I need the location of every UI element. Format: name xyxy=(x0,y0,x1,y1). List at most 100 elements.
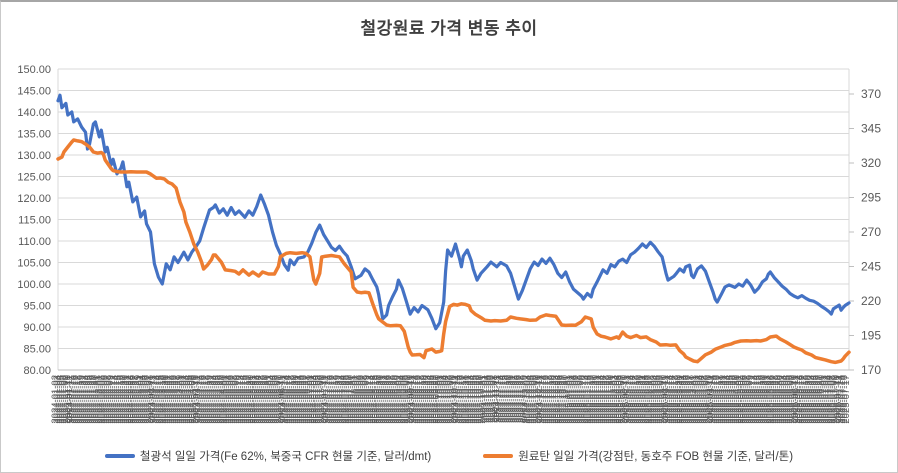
svg-text:2024-05-14: 2024-05-14 xyxy=(237,375,248,424)
svg-text:2024-07-02: 2024-07-02 xyxy=(306,375,317,424)
svg-text:95.00: 95.00 xyxy=(23,301,51,313)
svg-text:2024-06-03: 2024-06-03 xyxy=(264,375,275,424)
svg-text:2024-02-16: 2024-02-16 xyxy=(115,375,126,424)
svg-text:2025-04-02: 2025-04-02 xyxy=(691,375,702,424)
svg-text:2025-05-06: 2025-05-06 xyxy=(739,375,750,424)
svg-text:2025-07-11: 2025-07-11 xyxy=(833,375,844,423)
svg-text:2024-01-11: 2024-01-11 xyxy=(64,375,75,423)
svg-text:2025-06-11: 2025-06-11 xyxy=(790,375,801,423)
svg-text:2024-08-09: 2024-08-09 xyxy=(361,375,372,424)
svg-text:2024-12-09: 2024-12-09 xyxy=(530,375,541,424)
svg-text:2024-07-24: 2024-07-24 xyxy=(337,375,348,424)
svg-text:2025-07-01: 2025-07-01 xyxy=(817,375,828,424)
svg-text:2024-07-17: 2024-07-17 xyxy=(327,375,338,424)
svg-text:2025-04-10: 2025-04-10 xyxy=(703,375,714,424)
svg-text:110.00: 110.00 xyxy=(18,236,51,248)
iron-ore-line-swatch xyxy=(104,454,135,458)
svg-text:2024-12-16: 2024-12-16 xyxy=(540,375,551,424)
svg-text:2024-11-13: 2024-11-13 xyxy=(495,375,506,423)
svg-text:2024-09-12: 2024-09-12 xyxy=(408,375,419,424)
svg-text:270: 270 xyxy=(861,225,881,239)
svg-text:2025-05-05: 2025-05-05 xyxy=(737,375,748,424)
svg-text:2025-02-20: 2025-02-20 xyxy=(634,375,645,424)
svg-text:2024-01-25: 2024-01-25 xyxy=(83,375,94,424)
svg-text:2024-10-29: 2024-10-29 xyxy=(473,375,484,424)
svg-text:2025-01-20: 2025-01-20 xyxy=(589,375,600,424)
svg-text:2024-07-05: 2024-07-05 xyxy=(312,375,323,424)
svg-text:2025-01-17: 2025-01-17 xyxy=(587,375,598,424)
svg-text:2024-10-14: 2024-10-14 xyxy=(451,375,462,424)
svg-text:2024-11-20: 2024-11-20 xyxy=(505,375,516,423)
svg-text:2024-05-20: 2024-05-20 xyxy=(245,375,256,424)
svg-text:2024-08-23: 2024-08-23 xyxy=(381,375,392,424)
svg-text:2024-03-25: 2024-03-25 xyxy=(166,375,177,424)
svg-text:2024-03-26: 2024-03-26 xyxy=(168,375,179,424)
svg-text:2025-06-19: 2025-06-19 xyxy=(802,375,813,424)
svg-text:2024-09-23: 2024-09-23 xyxy=(422,375,433,424)
svg-text:2024-10-17: 2024-10-17 xyxy=(457,375,468,424)
svg-text:2025-05-14: 2025-05-14 xyxy=(750,375,761,424)
svg-text:130.00: 130.00 xyxy=(17,150,51,162)
svg-text:2024-05-08: 2024-05-08 xyxy=(229,375,240,424)
svg-text:2025-06-25: 2025-06-25 xyxy=(810,375,821,424)
svg-text:2025-04-03: 2025-04-03 xyxy=(693,375,704,424)
svg-text:2024-04-29: 2024-04-29 xyxy=(215,375,226,424)
svg-text:2025-01-21: 2025-01-21 xyxy=(591,375,602,424)
svg-text:2025-05-07: 2025-05-07 xyxy=(741,375,752,424)
svg-text:2025-06-13: 2025-06-13 xyxy=(794,375,805,424)
svg-text:2024-02-13: 2024-02-13 xyxy=(109,375,120,424)
svg-text:2025-03-14: 2025-03-14 xyxy=(666,375,677,424)
svg-text:2025-01-16: 2025-01-16 xyxy=(585,375,596,424)
svg-text:2024-08-06: 2024-08-06 xyxy=(355,375,366,424)
svg-text:2024-04-18: 2024-04-18 xyxy=(202,375,213,424)
svg-text:2024-06-21: 2024-06-21 xyxy=(292,375,303,424)
svg-text:2024-01-17: 2024-01-17 xyxy=(72,375,83,424)
svg-text:100.00: 100.00 xyxy=(17,279,51,291)
svg-text:2024-09-05: 2024-09-05 xyxy=(398,375,409,424)
svg-text:2024-12-18: 2024-12-18 xyxy=(544,375,555,424)
svg-text:2024-08-14: 2024-08-14 xyxy=(367,375,378,424)
svg-text:2024-03-21: 2024-03-21 xyxy=(162,375,173,424)
svg-text:2024-02-20: 2024-02-20 xyxy=(119,375,130,424)
svg-text:2025-04-15: 2025-04-15 xyxy=(709,375,720,424)
svg-text:120.00: 120.00 xyxy=(17,193,51,205)
svg-text:2024-06-13: 2024-06-13 xyxy=(280,375,291,424)
svg-text:2024-05-16: 2024-05-16 xyxy=(241,375,252,424)
svg-text:2025-01-09: 2025-01-09 xyxy=(575,375,586,424)
svg-text:2024-07-25: 2024-07-25 xyxy=(339,375,350,424)
svg-text:2025-06-06: 2025-06-06 xyxy=(784,375,795,424)
svg-text:2024-05-31: 2024-05-31 xyxy=(263,375,274,424)
svg-text:2024-06-14: 2024-06-14 xyxy=(282,375,293,424)
svg-text:2024-07-03: 2024-07-03 xyxy=(308,375,319,424)
svg-text:2024-04-15: 2024-04-15 xyxy=(196,375,207,424)
svg-text:2024-05-30: 2024-05-30 xyxy=(261,375,272,424)
svg-text:2024-02-12: 2024-02-12 xyxy=(107,375,118,424)
svg-text:2024-04-11: 2024-04-11 xyxy=(192,375,203,423)
svg-text:2025-02-07: 2025-02-07 xyxy=(617,375,628,424)
svg-text:2024-10-02: 2024-10-02 xyxy=(436,375,447,424)
svg-text:2025-05-23: 2025-05-23 xyxy=(764,375,775,424)
svg-text:2025-03-27: 2025-03-27 xyxy=(684,375,695,424)
svg-text:2025-03-25: 2025-03-25 xyxy=(680,375,691,424)
svg-text:2024-05-22: 2024-05-22 xyxy=(249,375,260,424)
svg-text:2025-02-28: 2025-02-28 xyxy=(646,375,657,424)
svg-text:2024-10-18: 2024-10-18 xyxy=(459,375,470,424)
svg-text:2025-03-07: 2025-03-07 xyxy=(656,375,667,424)
svg-text:2024-04-02: 2024-04-02 xyxy=(178,375,189,424)
svg-text:2024-05-03: 2024-05-03 xyxy=(223,375,234,424)
svg-text:2025-05-21: 2025-05-21 xyxy=(760,375,771,424)
svg-text:2024-09-06: 2024-09-06 xyxy=(400,375,411,424)
svg-text:2024-11-04: 2024-11-04 xyxy=(481,375,492,423)
svg-text:2024-12-26: 2024-12-26 xyxy=(556,375,567,424)
svg-text:2024-08-05: 2024-08-05 xyxy=(353,375,364,424)
svg-text:2024-10-09: 2024-10-09 xyxy=(446,375,457,424)
svg-text:2024-03-01: 2024-03-01 xyxy=(135,375,146,424)
svg-text:2025-01-15: 2025-01-15 xyxy=(583,375,594,424)
svg-text:2024-01-12: 2024-01-12 xyxy=(66,375,77,424)
svg-text:2025-03-31: 2025-03-31 xyxy=(688,375,699,424)
svg-text:2024-11-28: 2024-11-28 xyxy=(516,375,527,423)
svg-text:2024-02-09: 2024-02-09 xyxy=(105,375,116,424)
svg-text:2024-05-29: 2024-05-29 xyxy=(259,375,270,424)
svg-text:2024-02-26: 2024-02-26 xyxy=(127,375,138,424)
